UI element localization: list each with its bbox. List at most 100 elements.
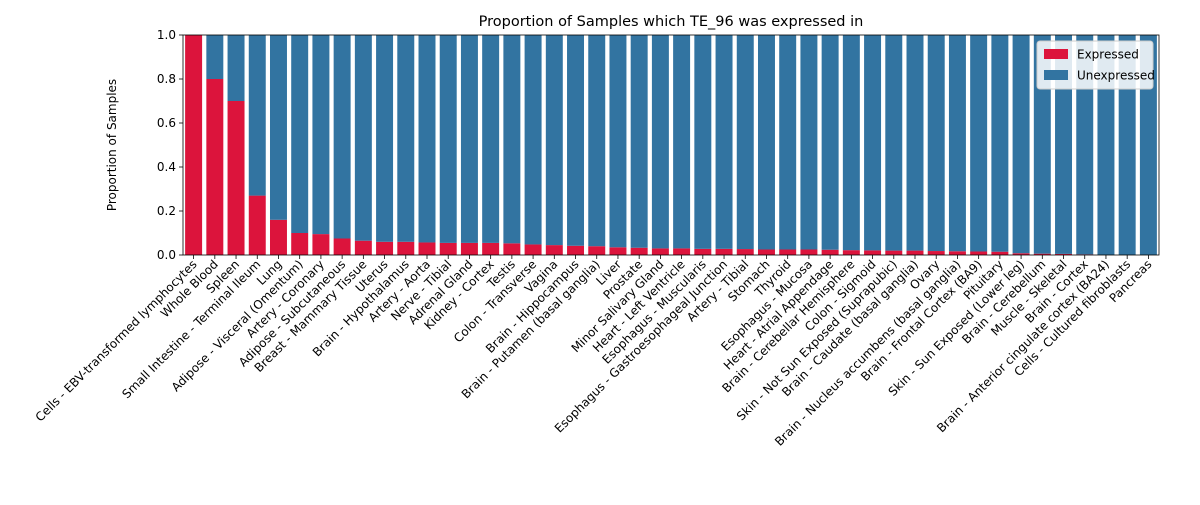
bar-unexpressed bbox=[354, 35, 372, 241]
bar-expressed bbox=[715, 248, 733, 255]
bar-unexpressed bbox=[694, 35, 712, 249]
bar-expressed bbox=[885, 250, 903, 255]
bar-unexpressed bbox=[1033, 35, 1051, 254]
bar-unexpressed bbox=[673, 35, 691, 249]
bar-expressed bbox=[630, 247, 648, 255]
bar-unexpressed bbox=[333, 35, 351, 239]
bar-expressed bbox=[821, 249, 839, 255]
bar-unexpressed bbox=[1139, 35, 1157, 255]
bar-unexpressed bbox=[609, 35, 627, 248]
legend-swatch bbox=[1044, 49, 1068, 59]
bar-unexpressed bbox=[376, 35, 394, 242]
bar-unexpressed bbox=[864, 35, 882, 251]
bar-unexpressed bbox=[269, 35, 287, 220]
bar-expressed bbox=[736, 249, 754, 255]
bar-expressed bbox=[757, 249, 775, 255]
bar-expressed bbox=[269, 219, 287, 255]
bar-expressed bbox=[906, 250, 924, 255]
bar-unexpressed bbox=[842, 35, 860, 251]
bar-expressed bbox=[227, 101, 245, 255]
y-tick-label: 0.2 bbox=[157, 204, 176, 218]
y-axis-label: Proportion of Samples bbox=[105, 79, 119, 211]
bar-unexpressed bbox=[1055, 35, 1073, 254]
bar-unexpressed bbox=[630, 35, 648, 248]
bar-unexpressed bbox=[715, 35, 733, 249]
bar-unexpressed bbox=[1097, 35, 1115, 255]
bar-expressed bbox=[864, 250, 882, 255]
bar-unexpressed bbox=[248, 35, 266, 196]
bar-expressed bbox=[970, 251, 988, 255]
plot-frame bbox=[182, 34, 1160, 256]
bar-unexpressed bbox=[482, 35, 500, 243]
bar-expressed bbox=[1012, 253, 1030, 255]
bar-unexpressed bbox=[397, 35, 415, 242]
bar-expressed bbox=[248, 195, 266, 255]
y-tick-label: 0.4 bbox=[157, 160, 176, 174]
bar-expressed bbox=[1033, 253, 1051, 255]
bar-expressed bbox=[482, 242, 500, 255]
bar-expressed bbox=[694, 248, 712, 255]
bar-unexpressed bbox=[545, 35, 563, 246]
bar-expressed bbox=[673, 248, 691, 255]
bar-expressed bbox=[609, 247, 627, 255]
bar-expressed bbox=[354, 240, 372, 255]
bar-unexpressed bbox=[1012, 35, 1030, 254]
bar-expressed bbox=[206, 79, 224, 255]
bar-expressed bbox=[524, 244, 542, 255]
bar-expressed bbox=[948, 251, 966, 255]
bar-unexpressed bbox=[906, 35, 924, 251]
bar-unexpressed bbox=[439, 35, 457, 243]
bar-expressed bbox=[503, 243, 521, 255]
y-axis: 0.0 0.2 0.4 0.6 0.8 1.0 bbox=[157, 28, 183, 262]
bar-expressed bbox=[185, 35, 203, 255]
bar-expressed bbox=[588, 246, 606, 255]
bar-expressed bbox=[927, 251, 945, 255]
legend-label: Unexpressed bbox=[1077, 69, 1155, 83]
bar-unexpressed bbox=[588, 35, 606, 247]
bar-unexpressed bbox=[757, 35, 775, 250]
bar-unexpressed bbox=[885, 35, 903, 251]
bar-expressed bbox=[291, 233, 309, 255]
legend-label: Expressed bbox=[1077, 48, 1139, 62]
y-tick-label: 1.0 bbox=[157, 28, 176, 42]
bar-unexpressed bbox=[991, 35, 1009, 252]
bar-expressed bbox=[333, 238, 351, 255]
bar-unexpressed bbox=[927, 35, 945, 252]
bar-expressed bbox=[991, 251, 1009, 255]
bar-unexpressed bbox=[503, 35, 521, 244]
bar-expressed bbox=[439, 242, 457, 255]
y-tick-label: 0.6 bbox=[157, 116, 176, 130]
bar-expressed bbox=[418, 242, 436, 255]
legend: Expressed Unexpressed bbox=[1036, 40, 1155, 90]
bar-unexpressed bbox=[567, 35, 585, 246]
y-tick-label: 0.8 bbox=[157, 72, 176, 86]
bar-unexpressed bbox=[948, 35, 966, 252]
bar-expressed bbox=[545, 245, 563, 255]
bar-expressed bbox=[312, 234, 330, 255]
y-tick-label: 0.0 bbox=[157, 248, 176, 262]
bar-unexpressed bbox=[1118, 35, 1136, 255]
bar-expressed bbox=[567, 245, 585, 255]
bar-expressed bbox=[1055, 253, 1073, 255]
bar-unexpressed bbox=[206, 35, 224, 79]
bar-unexpressed bbox=[460, 35, 478, 243]
bars-group bbox=[185, 35, 1157, 255]
bar-expressed bbox=[779, 249, 797, 255]
bar-expressed bbox=[397, 241, 415, 255]
bar-unexpressed bbox=[1076, 35, 1094, 255]
bar-unexpressed bbox=[970, 35, 988, 252]
bar-unexpressed bbox=[651, 35, 669, 249]
bar-unexpressed bbox=[736, 35, 754, 250]
bar-unexpressed bbox=[227, 35, 245, 101]
bar-unexpressed bbox=[418, 35, 436, 243]
bar-unexpressed bbox=[821, 35, 839, 250]
x-axis: Cells - EBV-transformed lymphocytesWhole… bbox=[33, 255, 1155, 449]
bar-unexpressed bbox=[312, 35, 330, 235]
chart-title: Proportion of Samples which TE_96 was ex… bbox=[479, 14, 864, 30]
bar-expressed bbox=[376, 241, 394, 255]
bar-unexpressed bbox=[524, 35, 542, 245]
bar-expressed bbox=[651, 248, 669, 255]
bar-expressed bbox=[800, 249, 818, 255]
